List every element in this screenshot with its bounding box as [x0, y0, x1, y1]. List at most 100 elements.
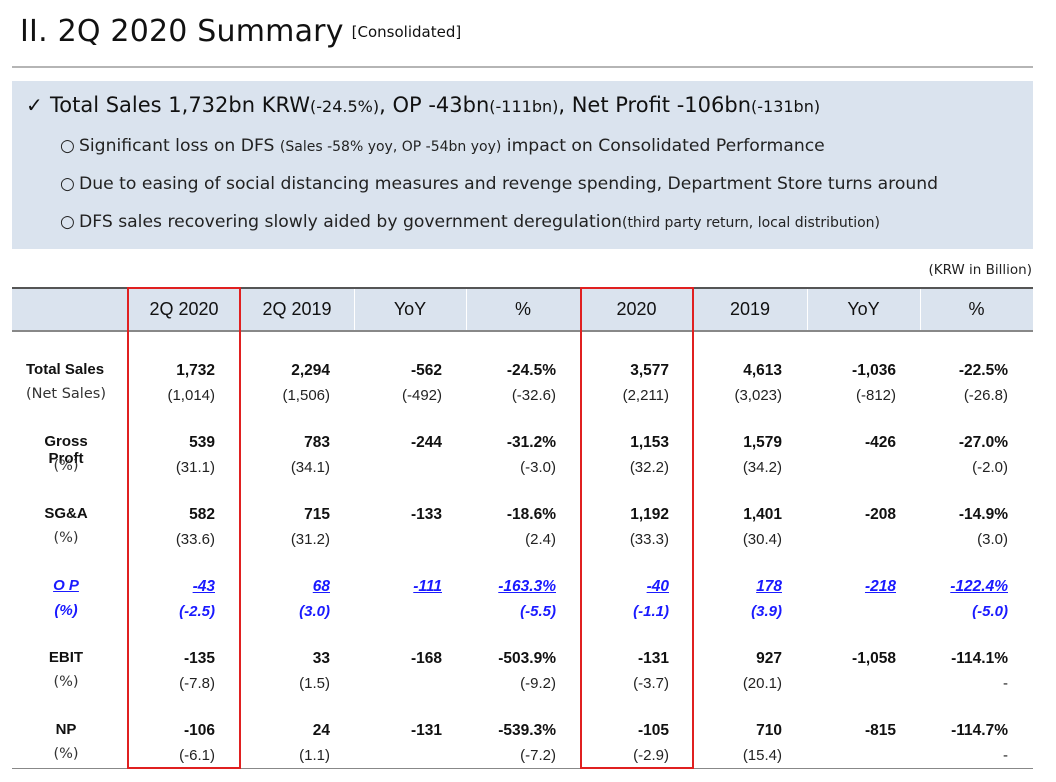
header-column-divider [466, 289, 467, 330]
table-subcell: (2,211) [622, 387, 669, 404]
table-subcell: (3.9) [751, 603, 782, 620]
table-cell: -218 [864, 578, 896, 595]
table-cell: -111 [413, 578, 442, 595]
table-subcell: (1.1) [299, 747, 330, 764]
table-subcell: (-812) [855, 387, 896, 404]
table-header [12, 288, 1033, 331]
table-cell: -168 [410, 650, 442, 667]
row-sublabel: (%) [53, 458, 79, 474]
column-header: YoY [393, 299, 427, 319]
table-subcell: (2.4) [525, 531, 556, 548]
table-cell: -539.3% [498, 722, 556, 739]
headline-op-change: (-111bn) [489, 97, 559, 116]
headline-sales: Total Sales 1,732bn KRW [50, 93, 310, 117]
table-cell: -43 [192, 578, 215, 595]
row-label: O P [53, 577, 79, 594]
summary-box: ✓ Total Sales 1,732bn KRW(-24.5%), OP -43… [12, 81, 1033, 249]
table-header-top-rule [12, 287, 1033, 289]
column-header: 2Q 2019 [262, 299, 332, 319]
table-subcell: (31.2) [290, 531, 330, 548]
header-column-divider [807, 289, 808, 330]
table-cell: -1,058 [852, 650, 896, 667]
title-text: II. 2Q 2020 Summary [20, 14, 344, 49]
table-cell: 68 [312, 578, 330, 595]
unit-note: (KRW in Billion) [928, 262, 1032, 278]
table-subcell: (31.1) [175, 459, 215, 476]
table-cell: 582 [189, 506, 215, 523]
table-cell: -562 [410, 362, 442, 379]
table-subcell: (-5.5) [520, 603, 556, 620]
bullet-text: Due to easing of social distancing measu… [79, 174, 939, 194]
table-cell: -131 [637, 650, 669, 667]
column-header: 2020 [616, 299, 657, 319]
table-cell: -106 [183, 722, 215, 739]
table-cell: 1,732 [176, 362, 215, 379]
table-header-bottom-rule [12, 330, 1033, 332]
table-bottom-rule [12, 768, 1033, 769]
table-subcell: (34.2) [742, 459, 782, 476]
table-cell: -208 [864, 506, 896, 523]
table-cell: 3,577 [630, 362, 669, 379]
row-sublabel: (Net Sales) [26, 386, 106, 402]
table-cell: -14.9% [958, 506, 1008, 523]
table-cell: 539 [189, 434, 215, 451]
table-subcell: (-26.8) [963, 387, 1008, 404]
table-cell: -815 [864, 722, 896, 739]
table-subcell: (15.4) [742, 747, 782, 764]
table-cell: 927 [756, 650, 782, 667]
table-subcell: (32.2) [629, 459, 669, 476]
table-subcell: (3,023) [734, 387, 782, 404]
table-subcell: - [1003, 747, 1008, 764]
highlight-2q2020-column [127, 287, 241, 769]
bullet-text: Significant loss on DFS [79, 136, 280, 156]
table-subcell: (20.1) [742, 675, 782, 692]
table-cell: -135 [183, 650, 215, 667]
table-cell: 710 [756, 722, 782, 739]
table-cell: 24 [312, 722, 330, 739]
table-cell: -131 [410, 722, 442, 739]
row-sublabel: (%) [53, 530, 79, 546]
table-cell: 178 [756, 578, 782, 595]
table-cell: 1,192 [630, 506, 669, 523]
bullet-note: (third party return, local distribution) [621, 215, 881, 231]
row-label: Gross Proft [44, 433, 88, 467]
column-header: % [514, 299, 531, 319]
headline-np-change: (-131bn) [751, 97, 821, 116]
table-cell: -244 [410, 434, 442, 451]
title-note: [Consolidated] [351, 23, 462, 41]
column-header: 2019 [729, 299, 771, 319]
table-cell: -18.6% [506, 506, 556, 523]
table-subcell: (-6.1) [179, 747, 215, 764]
circle-bullet-icon: ○ [60, 174, 75, 194]
summary-headline: ✓ Total Sales 1,732bn KRW(-24.5%), OP -43… [26, 93, 820, 117]
table-subcell: (-1.1) [633, 603, 669, 620]
table-subcell: (-2.5) [179, 603, 215, 620]
table-subcell: (-3.7) [633, 675, 669, 692]
column-header: % [968, 299, 985, 319]
circle-bullet-icon: ○ [60, 212, 75, 232]
check-icon: ✓ [26, 93, 43, 117]
table-cell: -114.7% [951, 722, 1008, 739]
headline-np: , Net Profit -106bn [558, 93, 751, 117]
table-cell: -122.4% [950, 578, 1008, 595]
headline-op: , OP -43bn [379, 93, 490, 117]
row-sublabel: (%) [53, 674, 79, 690]
summary-bullet: ○ Due to easing of social distancing meas… [60, 174, 938, 194]
table-subcell: (3.0) [299, 603, 330, 620]
column-header: YoY [847, 299, 880, 319]
table-cell: -426 [864, 434, 896, 451]
row-label: SG&A [44, 505, 88, 522]
table-cell: -1,036 [852, 362, 896, 379]
table-cell: 715 [304, 506, 330, 523]
headline-sales-change: (-24.5%) [310, 97, 380, 116]
bullet-text-end: impact on Consolidated Performance [501, 136, 825, 156]
table-cell: -27.0% [958, 434, 1008, 451]
table-subcell: (-9.2) [520, 675, 556, 692]
table-cell: -105 [637, 722, 669, 739]
table-subcell: (-5.0) [972, 603, 1008, 620]
table-cell: 33 [312, 650, 330, 667]
header-column-divider [354, 289, 355, 330]
row-label: Total Sales [26, 361, 105, 378]
table-cell: -31.2% [506, 434, 556, 451]
circle-bullet-icon: ○ [60, 136, 75, 156]
